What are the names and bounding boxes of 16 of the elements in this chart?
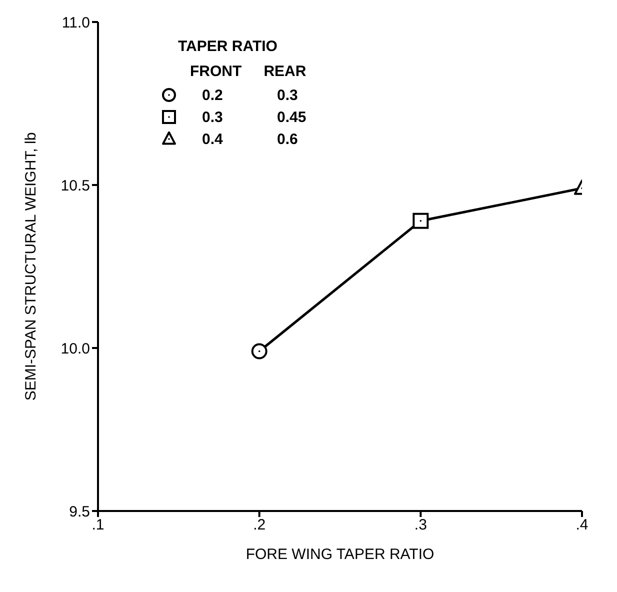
y-tick-label: 10.0: [60, 340, 90, 358]
x-tick-label: .1: [92, 516, 104, 534]
y-tick-label: 9.5: [69, 503, 90, 520]
y-tick-label: 10.5: [60, 177, 90, 194]
legend-label: 0.4 0.6: [201, 130, 299, 150]
x-tick-label: .4: [576, 516, 588, 534]
y-axis-title: SEMI-SPAN STRUCTURAL WEIGHT, lb: [22, 132, 40, 401]
annotation: FRONT: [189, 62, 243, 82]
legend-label: 0.3 0.45: [201, 108, 308, 128]
x-tick-label: .3: [414, 516, 427, 534]
y-tick-label: 11.0: [62, 14, 90, 32]
x-axis-title: FORE WING TAPER RATIO: [246, 546, 434, 563]
legend-title: TAPER RATIO: [178, 38, 278, 55]
x-tick-label: .2: [253, 516, 266, 534]
legend-label: 0.2 0.3: [201, 86, 299, 106]
annotation: REAR: [262, 62, 308, 82]
